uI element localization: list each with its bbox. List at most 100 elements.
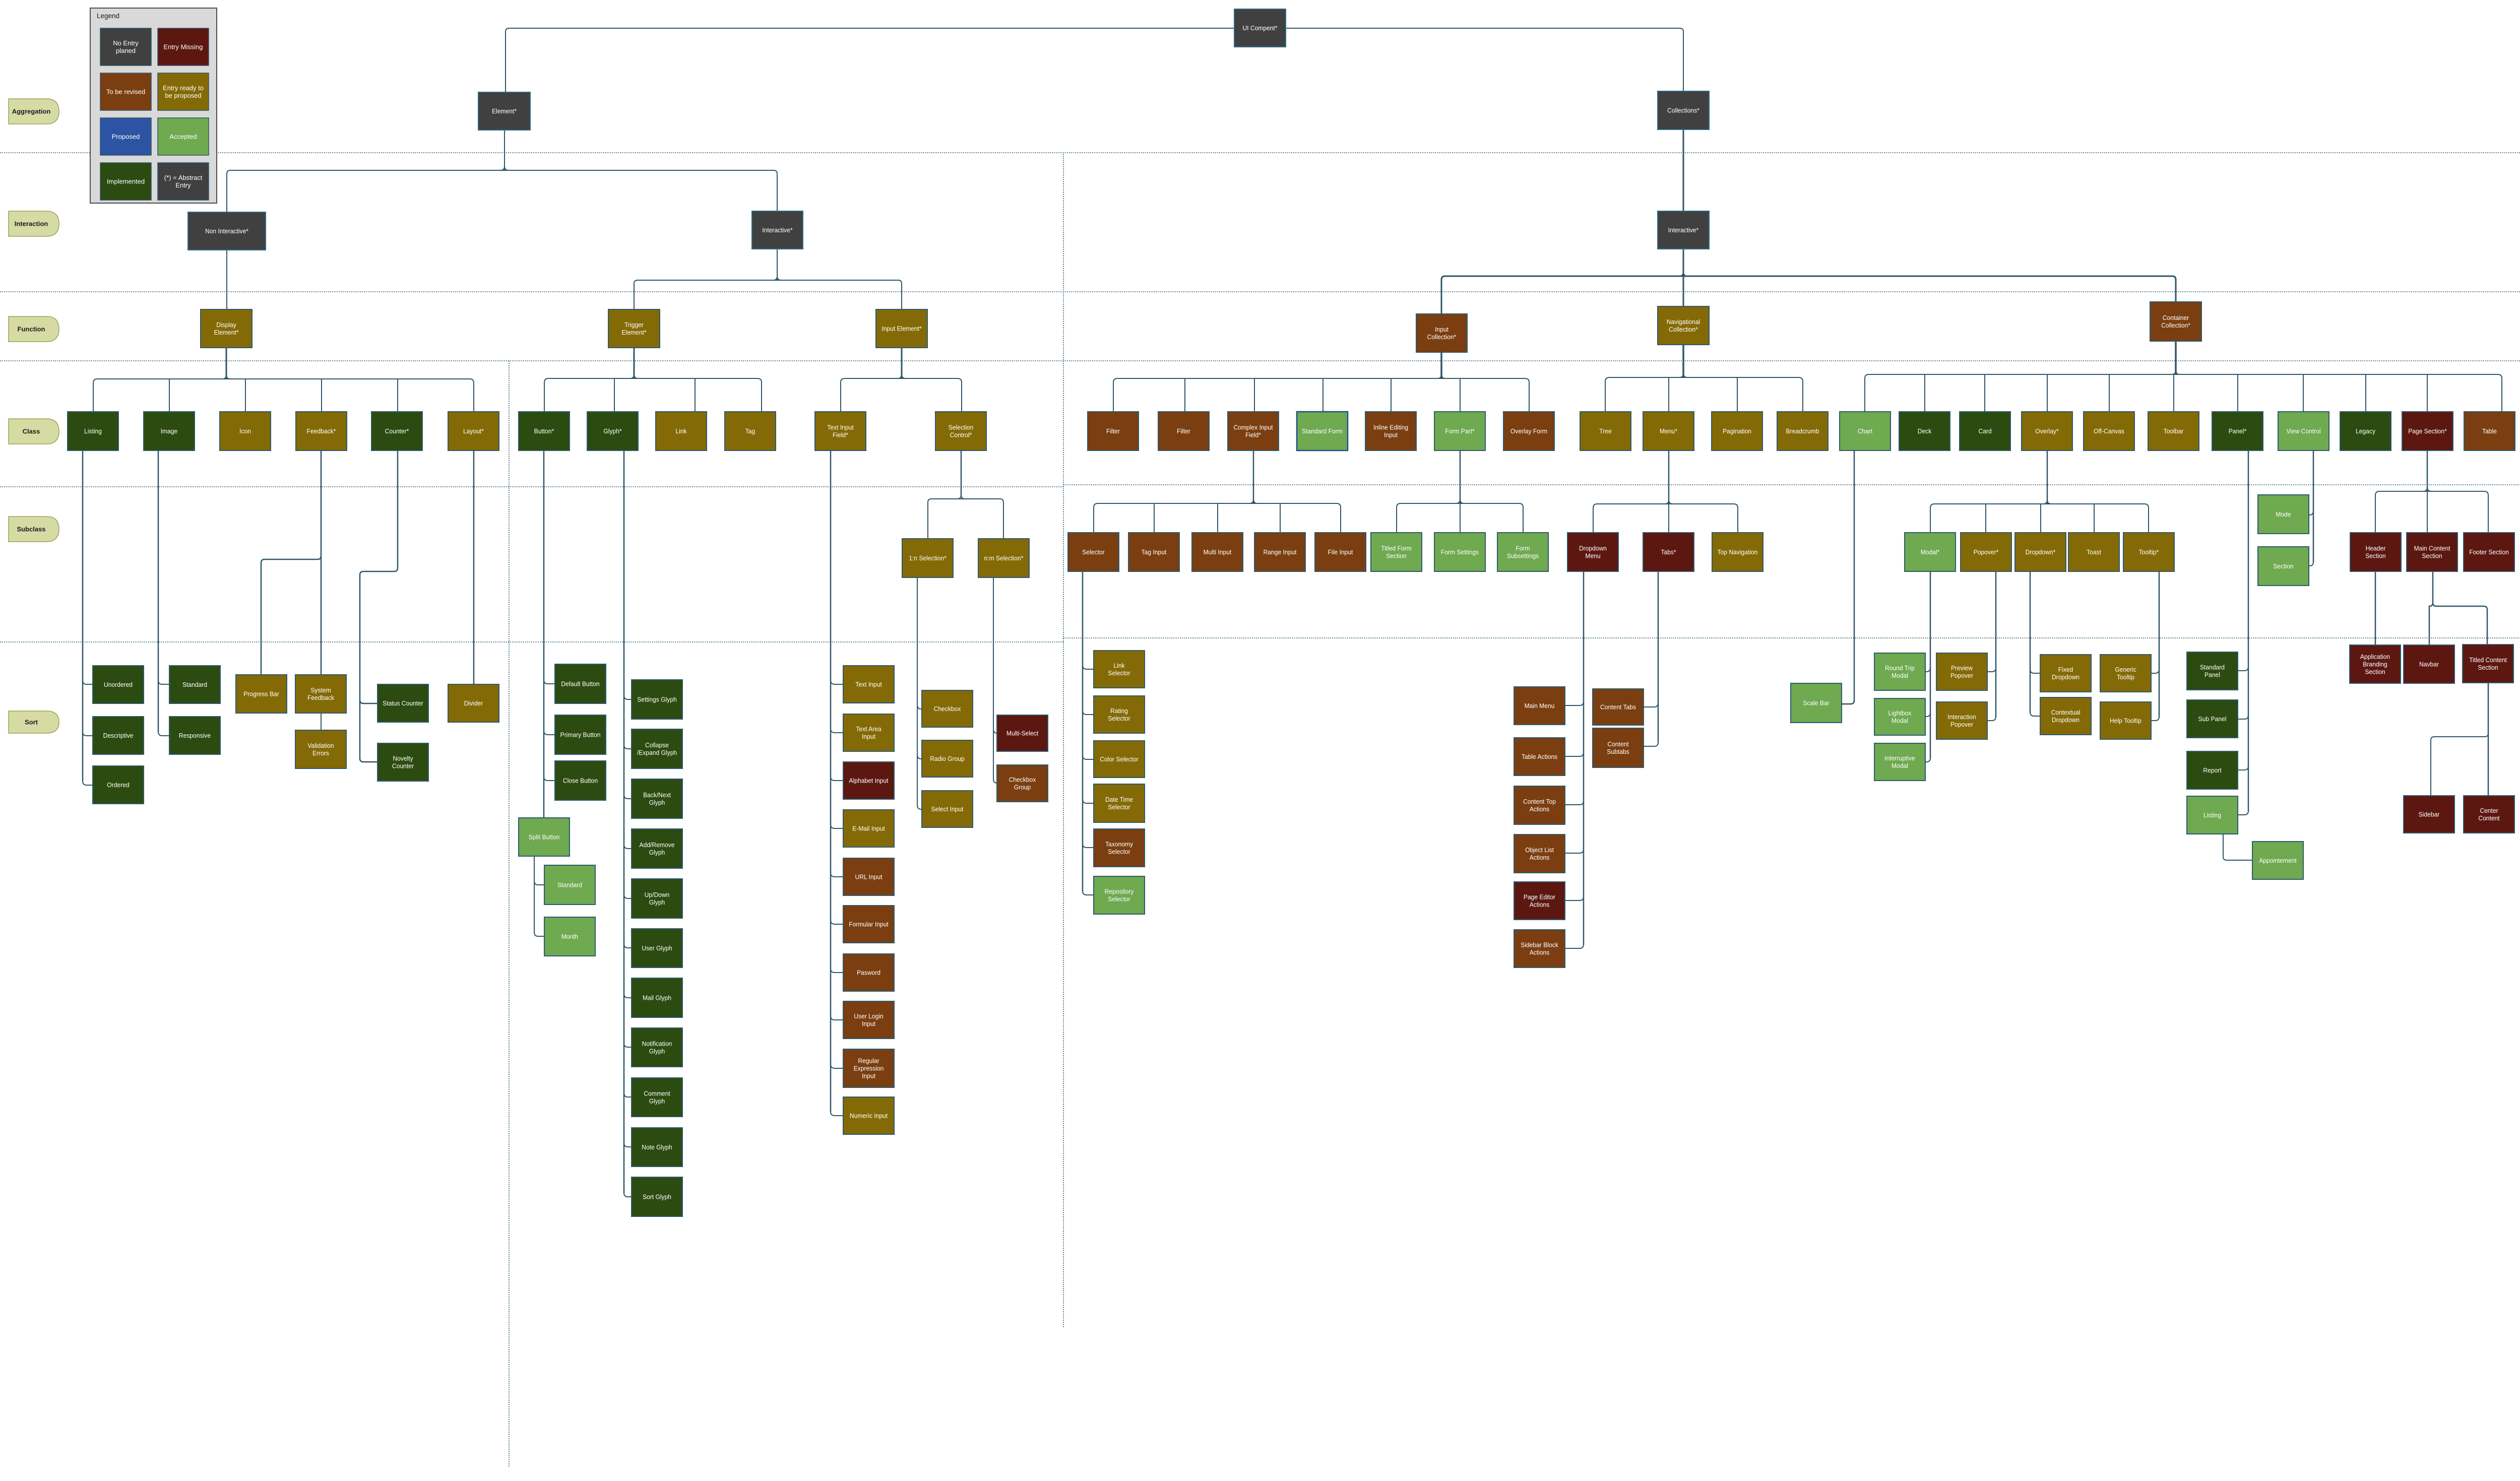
svg-text:Responsive: Responsive [179, 732, 211, 739]
svg-text:Titled Content: Titled Content [2469, 656, 2507, 664]
svg-text:Branding: Branding [2363, 661, 2387, 668]
svg-text:Section: Section [2365, 668, 2385, 676]
svg-text:Sidebar Block: Sidebar Block [1521, 941, 1558, 949]
svg-text:Standard: Standard [557, 881, 582, 889]
svg-text:Taxonomy: Taxonomy [1105, 841, 1133, 848]
svg-text:Popover: Popover [1950, 672, 1974, 679]
svg-text:Interruptive: Interruptive [1884, 754, 1915, 762]
svg-text:Dropdown*: Dropdown* [2026, 548, 2056, 556]
svg-text:Date Time: Date Time [1105, 796, 1133, 803]
svg-text:Pagination: Pagination [1723, 427, 1751, 435]
svg-text:Collection*: Collection* [2161, 321, 2190, 329]
svg-text:Close Button: Close Button [563, 777, 598, 785]
svg-text:Section: Section [2422, 552, 2442, 560]
svg-text:Input: Input [1384, 431, 1398, 439]
svg-text:Comment: Comment [644, 1090, 670, 1098]
svg-text:Regular: Regular [858, 1057, 879, 1065]
svg-text:Sidebar: Sidebar [2419, 811, 2440, 818]
svg-text:Icon: Icon [239, 427, 251, 435]
svg-text:Breadcrumb: Breadcrumb [1786, 427, 1819, 435]
svg-text:Report: Report [2203, 766, 2222, 774]
svg-text:Layout*: Layout* [463, 427, 484, 435]
svg-text:Descriptive: Descriptive [103, 732, 134, 739]
svg-text:Aggregation: Aggregation [12, 108, 51, 115]
svg-text:Function: Function [18, 326, 45, 333]
svg-text:Section: Section [2273, 562, 2293, 570]
svg-text:Range Input: Range Input [1264, 548, 1297, 556]
svg-text:Rating: Rating [1110, 707, 1128, 715]
svg-text:Round Trip: Round Trip [1885, 664, 1915, 672]
svg-text:Menu: Menu [1585, 552, 1600, 560]
svg-text:Panel*: Panel* [2229, 427, 2247, 435]
svg-text:Main Menu: Main Menu [1525, 702, 1555, 710]
svg-text:Content Tabs: Content Tabs [1600, 703, 1636, 711]
svg-text:Input: Input [862, 1072, 875, 1080]
svg-text:Listing: Listing [2203, 811, 2221, 819]
svg-text:Preview: Preview [1951, 664, 1973, 672]
svg-text:Interaction: Interaction [15, 220, 48, 228]
svg-text:Glyph: Glyph [649, 799, 665, 806]
svg-text:Entry Missing: Entry Missing [163, 43, 203, 51]
svg-text:Actions: Actions [1530, 854, 1550, 861]
svg-text:Tree: Tree [1599, 427, 1611, 435]
svg-text:Standard Form: Standard Form [1302, 427, 1343, 435]
svg-text:Filter: Filter [1106, 427, 1120, 435]
svg-text:UI Compent*: UI Compent* [1242, 24, 1277, 32]
svg-text:Header: Header [2366, 545, 2386, 552]
svg-text:Input: Input [862, 1020, 875, 1027]
svg-text:Legacy: Legacy [2356, 427, 2375, 435]
svg-text:Form Settings: Form Settings [1441, 548, 1479, 556]
svg-text:Text Input: Text Input [855, 681, 882, 688]
svg-text:Tag Input: Tag Input [1142, 548, 1167, 556]
svg-text:Multi Input: Multi Input [1204, 548, 1232, 556]
svg-text:Tag: Tag [745, 427, 755, 435]
svg-text:Listing: Listing [84, 427, 102, 435]
svg-text:Errors: Errors [312, 749, 329, 757]
svg-text:Menu*: Menu* [1660, 427, 1677, 435]
svg-text:Sort: Sort [25, 719, 38, 726]
svg-text:Navigational: Navigational [1667, 318, 1700, 326]
svg-text:Collection*: Collection* [1669, 326, 1698, 333]
svg-text:Default Button: Default Button [561, 680, 600, 688]
svg-text:Form Part*: Form Part* [1445, 427, 1474, 435]
svg-text:Glyph: Glyph [649, 1048, 665, 1055]
svg-text:Scale Bar: Scale Bar [1803, 699, 1830, 707]
svg-text:Text Area: Text Area [856, 725, 881, 733]
svg-text:Sort Glyph: Sort Glyph [643, 1193, 671, 1201]
svg-text:Interactive*: Interactive* [762, 226, 793, 234]
svg-text:Note Glyph: Note Glyph [642, 1143, 672, 1151]
svg-text:Content Top: Content Top [1523, 798, 1556, 805]
svg-text:Primary Button: Primary Button [560, 731, 601, 739]
svg-text:Tabs*: Tabs* [1661, 548, 1676, 556]
svg-text:Feedback: Feedback [307, 694, 335, 701]
svg-text:Actions: Actions [1530, 805, 1550, 813]
svg-text:Progress Bar: Progress Bar [243, 690, 279, 698]
svg-text:Standard: Standard [2200, 664, 2225, 671]
svg-text:Modal: Modal [1892, 762, 1908, 769]
svg-text:Select Input: Select Input [931, 805, 964, 813]
svg-text:Mail Glyph: Mail Glyph [643, 994, 671, 1002]
svg-text:Add/Remove: Add/Remove [640, 841, 675, 849]
svg-text:Field*: Field* [833, 431, 848, 439]
svg-text:Radio Group: Radio Group [930, 755, 965, 762]
svg-text:Form: Form [1516, 545, 1530, 552]
svg-text:Toolbar: Toolbar [2164, 427, 2184, 435]
svg-text:be proposed: be proposed [165, 92, 201, 99]
svg-text:Expression: Expression [854, 1065, 884, 1072]
svg-text:Notification: Notification [642, 1040, 672, 1048]
svg-text:Chart: Chart [1858, 427, 1873, 435]
svg-text:Checkbox: Checkbox [1009, 776, 1036, 784]
svg-text:Group: Group [1014, 784, 1031, 791]
svg-text:Trigger: Trigger [624, 321, 644, 329]
svg-text:Color Selector: Color Selector [1100, 755, 1139, 763]
svg-text:Glyph: Glyph [649, 849, 665, 856]
svg-text:Application: Application [2360, 653, 2390, 661]
svg-text:Modal: Modal [1892, 717, 1908, 725]
svg-text:Interaction: Interaction [1947, 713, 1976, 721]
svg-text:Page Section*: Page Section* [2408, 427, 2447, 435]
svg-text:Repository: Repository [1105, 888, 1134, 895]
svg-text:Card: Card [1978, 427, 1991, 435]
svg-text:Feedback*: Feedback* [307, 427, 336, 435]
svg-text:1:n Selection*: 1:n Selection* [909, 554, 947, 562]
svg-text:Element*: Element* [492, 107, 517, 115]
